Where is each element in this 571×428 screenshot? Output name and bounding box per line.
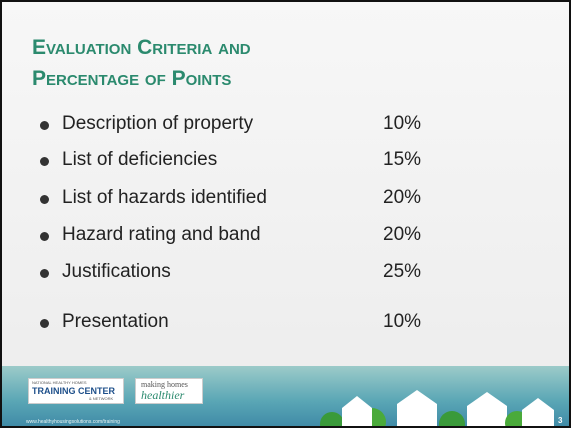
footer: NATIONAL HEALTHY HOMES TRAINING CENTER &… [2, 366, 571, 428]
bullet [40, 157, 49, 166]
list-item: Justifications 25% [40, 258, 460, 288]
item-label: Presentation [62, 311, 169, 333]
bullet [40, 269, 49, 278]
slide: Evaluation Criteria and Percentage of Po… [0, 0, 571, 428]
houses-illustration [302, 366, 571, 428]
list-item: Description of property 10% [40, 110, 460, 140]
item-label: List of deficiencies [62, 149, 217, 171]
logo-text: NATIONAL HEALTHY HOMES [32, 380, 87, 385]
list-item: List of hazards identified 20% [40, 184, 460, 214]
item-percent: 10% [383, 311, 421, 333]
item-percent: 20% [383, 187, 421, 209]
bullet [40, 195, 49, 204]
list-item: Presentation 10% [40, 308, 460, 338]
healthier-logo: making homes healthier [135, 378, 203, 404]
bullet [40, 319, 49, 328]
title-line: Percentage of Points [32, 63, 251, 94]
list-item: List of deficiencies 15% [40, 146, 460, 176]
item-label: List of hazards identified [62, 187, 267, 209]
logo-text: healthier [141, 388, 184, 403]
list-item: Hazard rating and band 20% [40, 221, 460, 251]
item-percent: 10% [383, 113, 421, 135]
item-label: Justifications [62, 261, 171, 283]
training-center-logo: NATIONAL HEALTHY HOMES TRAINING CENTER &… [28, 378, 124, 404]
item-percent: 20% [383, 224, 421, 246]
bullet [40, 121, 49, 130]
title-line: Evaluation Criteria and [32, 32, 251, 63]
logo-text: TRAINING CENTER [32, 386, 115, 396]
footer-url: www.healthyhousingsolutions.com/training [26, 419, 120, 425]
item-label: Description of property [62, 113, 253, 135]
page-number: 3 [558, 416, 562, 425]
item-label: Hazard rating and band [62, 224, 261, 246]
bullet [40, 232, 49, 241]
slide-title: Evaluation Criteria and Percentage of Po… [32, 32, 251, 94]
item-percent: 25% [383, 261, 421, 283]
item-percent: 15% [383, 149, 421, 171]
logo-text: & NETWORK [89, 396, 113, 401]
